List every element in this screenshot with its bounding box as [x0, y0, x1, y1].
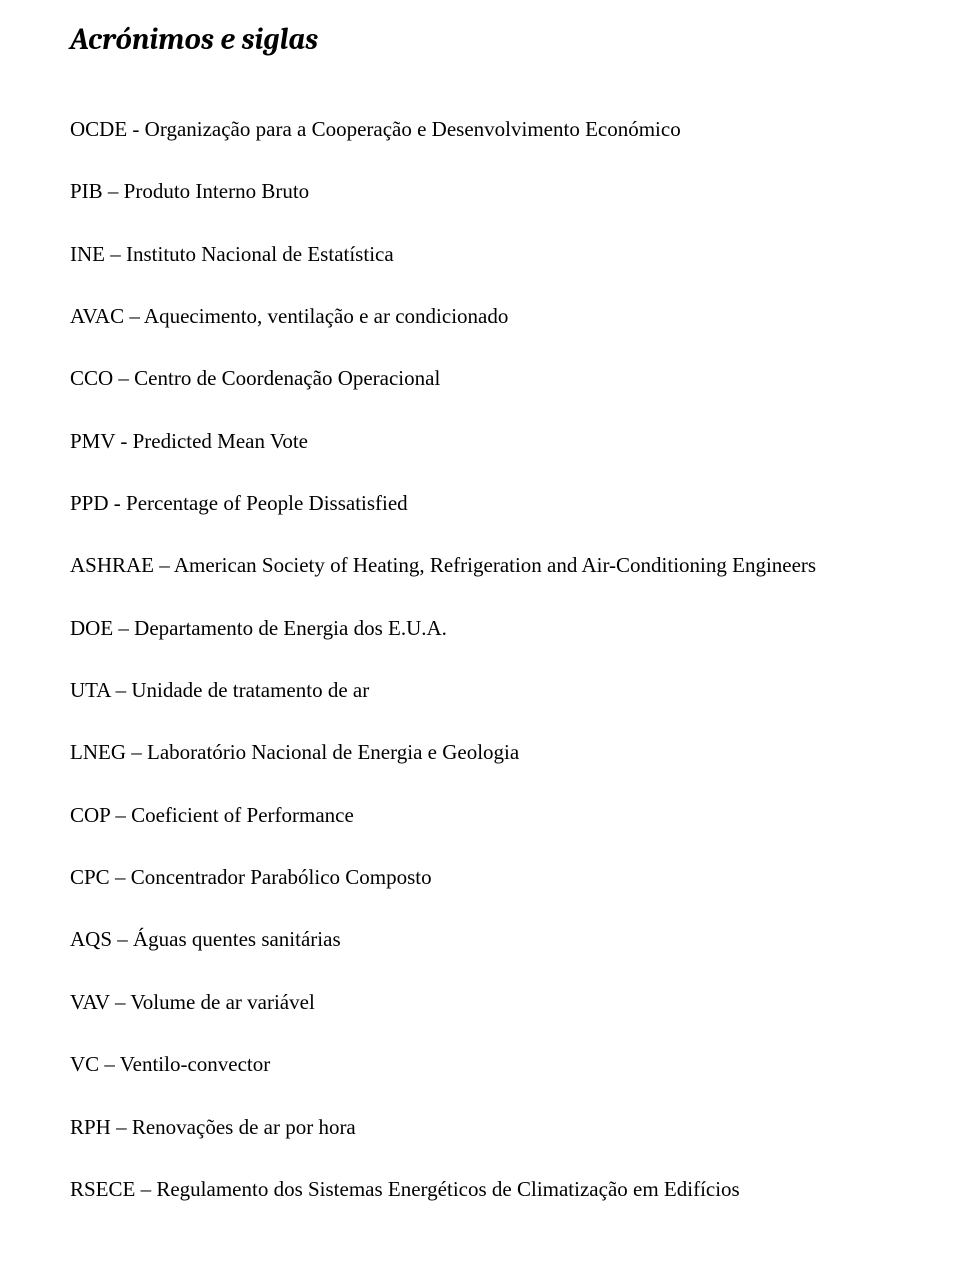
acronym-entry: CCO – Centro de Coordenação Operacional — [70, 364, 890, 392]
acronym-entry: LNEG – Laboratório Nacional de Energia e… — [70, 738, 890, 766]
acronym-entry: VAV – Volume de ar variável — [70, 988, 890, 1016]
acronym-entry: AQS – Águas quentes sanitárias — [70, 925, 890, 953]
acronym-entry: RSECE – Regulamento dos Sistemas Energét… — [70, 1175, 890, 1203]
acronym-entry: PIB – Produto Interno Bruto — [70, 177, 890, 205]
acronym-entry: ASHRAE – American Society of Heating, Re… — [70, 551, 890, 579]
acronym-entry: VC – Ventilo-convector — [70, 1050, 890, 1078]
acronym-entry: PPD - Percentage of People Dissatisfied — [70, 489, 890, 517]
acronym-entry: AVAC – Aquecimento, ventilação e ar cond… — [70, 302, 890, 330]
page: Acrónimos e siglas OCDE - Organização pa… — [0, 0, 960, 1277]
acronym-entry: DOE – Departamento de Energia dos E.U.A. — [70, 614, 890, 642]
acronym-entry: CPC – Concentrador Parabólico Composto — [70, 863, 890, 891]
acronym-entry: UTA – Unidade de tratamento de ar — [70, 676, 890, 704]
acronym-entry: RPH – Renovações de ar por hora — [70, 1113, 890, 1141]
page-title: Acrónimos e siglas — [70, 22, 890, 57]
acronym-entry: PMV - Predicted Mean Vote — [70, 427, 890, 455]
acronym-entry: COP – Coeficient of Performance — [70, 801, 890, 829]
acronym-entry: INE – Instituto Nacional de Estatística — [70, 240, 890, 268]
acronym-entry: OCDE - Organização para a Cooperação e D… — [70, 115, 890, 143]
